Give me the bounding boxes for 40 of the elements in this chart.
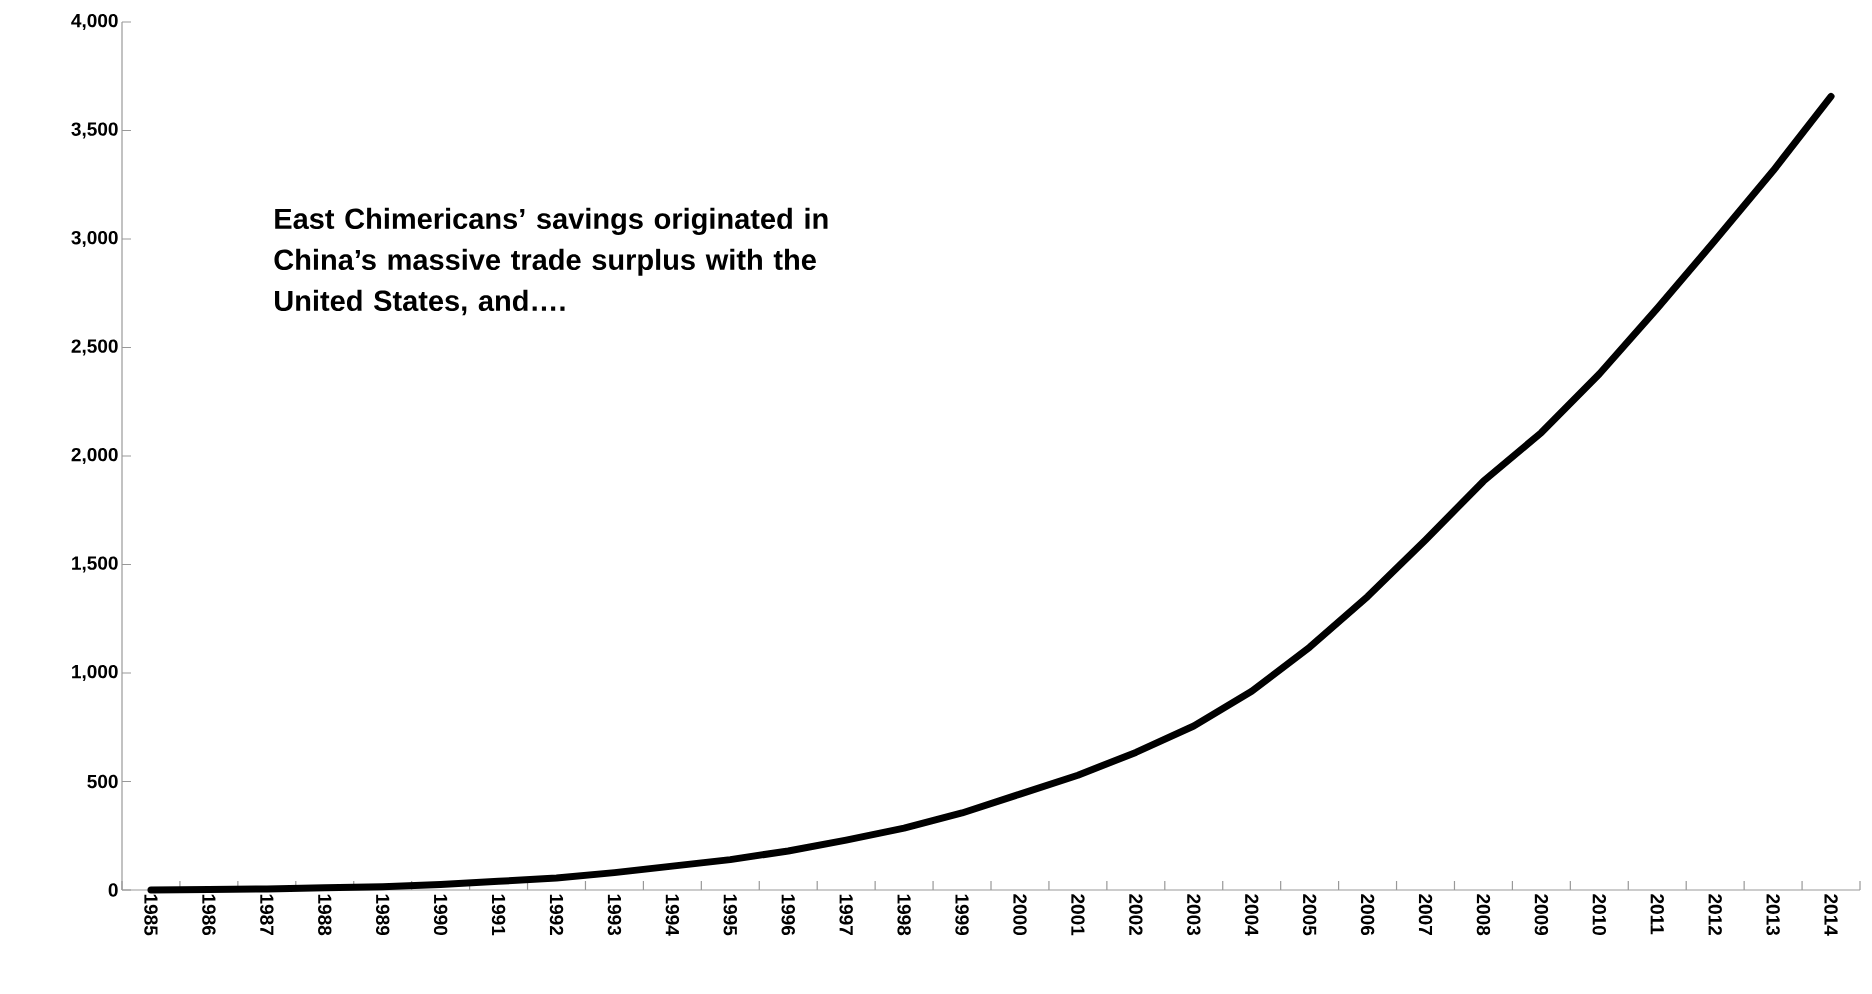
y-tick-label: 3,000 [71,230,118,248]
x-tick-label: 2010 [1592,894,1607,936]
x-tick-label: 1994 [665,894,680,936]
x-tick-label: 1997 [839,894,853,935]
x-tick-label: 2002 [1129,894,1143,936]
x-tick-label: 2001 [1071,894,1085,936]
y-tick-label: 0 [108,883,118,897]
x-tick-label: 1990 [433,894,448,936]
x-tick-label: 1995 [723,894,738,936]
x-tick-label: 2006 [1360,894,1375,936]
x-tick-label: 1989 [375,894,390,936]
x-tick-label: 1986 [202,894,216,936]
y-tick-label: 1,500 [72,556,118,573]
x-tick-label: 2005 [1302,894,1317,936]
y-tick-label: 1,000 [72,664,118,682]
y-tick-label: 500 [87,774,118,789]
x-tick-label: 1999 [955,894,969,936]
x-tick-label: 1993 [607,894,622,936]
x-tick-label: 1987 [260,894,274,935]
y-tick-label: 4,000 [71,13,118,31]
x-tick-label: 1985 [144,894,158,936]
x-tick-label: 1992 [549,894,564,936]
y-tick-label: 3,500 [71,122,118,139]
x-tick-label: 1991 [491,894,506,936]
x-tick-label: 2013 [1766,894,1780,936]
x-tick-label: 2009 [1534,894,1549,936]
x-tick-label: 2008 [1476,894,1491,936]
x-tick-label: 2012 [1708,894,1722,936]
annotation: East Chimericans’ savings originated in China’s massive trade surplus with the United States, and…. [274,207,828,316]
x-tick-label: 2004 [1244,894,1259,936]
x-tick-label: 2003 [1187,894,1201,936]
x-tick-label: 2011 [1650,894,1664,935]
x-tick-label: 2007 [1418,894,1433,935]
x-tick-label: 1998 [897,894,911,936]
y-tick-label: 2,500 [71,339,118,356]
x-tick-label: 1988 [318,894,332,936]
x-tick-label: 2000 [1013,894,1027,936]
y-tick-label: 2,000 [71,447,118,465]
x-tick-label: 2014 [1824,894,1838,936]
x-tick-label: 1996 [781,894,795,936]
